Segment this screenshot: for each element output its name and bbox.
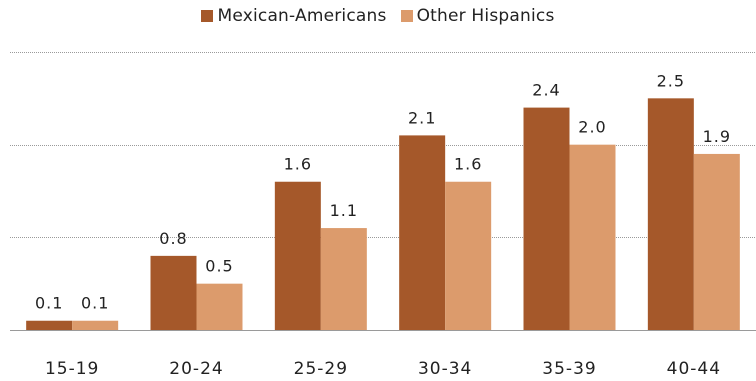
data-label: 0.8 <box>159 229 187 248</box>
legend-item-mexican-americans: Mexican-Americans <box>201 6 386 26</box>
data-label: 1.1 <box>330 201 358 220</box>
bar-mexican-americans-15-19 <box>26 320 73 330</box>
bar-mexican-americans-30-34 <box>399 135 446 330</box>
x-tick-label: 30-34 <box>418 359 472 379</box>
chart-legend: Mexican-Americans Other Hispanics <box>0 6 756 26</box>
x-tick-label: 20-24 <box>169 359 223 379</box>
data-label: 1.6 <box>284 155 312 174</box>
legend-swatch-mexican-americans <box>201 10 214 22</box>
data-label: 0.1 <box>35 294 63 313</box>
bar-mexican-americans-40-44 <box>647 98 694 330</box>
bar-other-hispanics-25-29 <box>320 228 367 330</box>
legend-label-other-hispanics: Other Hispanics <box>416 6 555 26</box>
data-label: 2.4 <box>532 81 560 100</box>
x-tick-label: 25-29 <box>294 359 348 379</box>
bar-mexican-americans-25-29 <box>274 181 321 330</box>
data-label: 1.6 <box>454 155 482 174</box>
x-tick-label: 35-39 <box>542 359 596 379</box>
bar-other-hispanics-20-24 <box>196 283 243 330</box>
legend-swatch-other-hispanics <box>400 10 413 22</box>
data-label: 1.9 <box>703 127 731 146</box>
data-label: 2.5 <box>657 71 685 90</box>
bar-other-hispanics-35-39 <box>569 144 616 330</box>
x-tick-label: 40-44 <box>667 359 721 379</box>
bar-other-hispanics-40-44 <box>693 153 740 330</box>
legend-label-mexican-americans: Mexican-Americans <box>217 6 387 26</box>
data-label: 0.5 <box>205 257 233 276</box>
bar-other-hispanics-30-34 <box>445 181 492 330</box>
bar-other-hispanics-15-19 <box>72 320 119 330</box>
bar-mexican-americans-35-39 <box>523 107 570 330</box>
data-label: 2.1 <box>408 108 436 127</box>
data-label: 0.1 <box>81 294 109 313</box>
bar-mexican-americans-20-24 <box>150 255 197 330</box>
legend-item-other-hispanics: Other Hispanics <box>400 6 555 26</box>
data-label: 2.0 <box>578 118 606 137</box>
x-tick-label: 15-19 <box>45 359 99 379</box>
